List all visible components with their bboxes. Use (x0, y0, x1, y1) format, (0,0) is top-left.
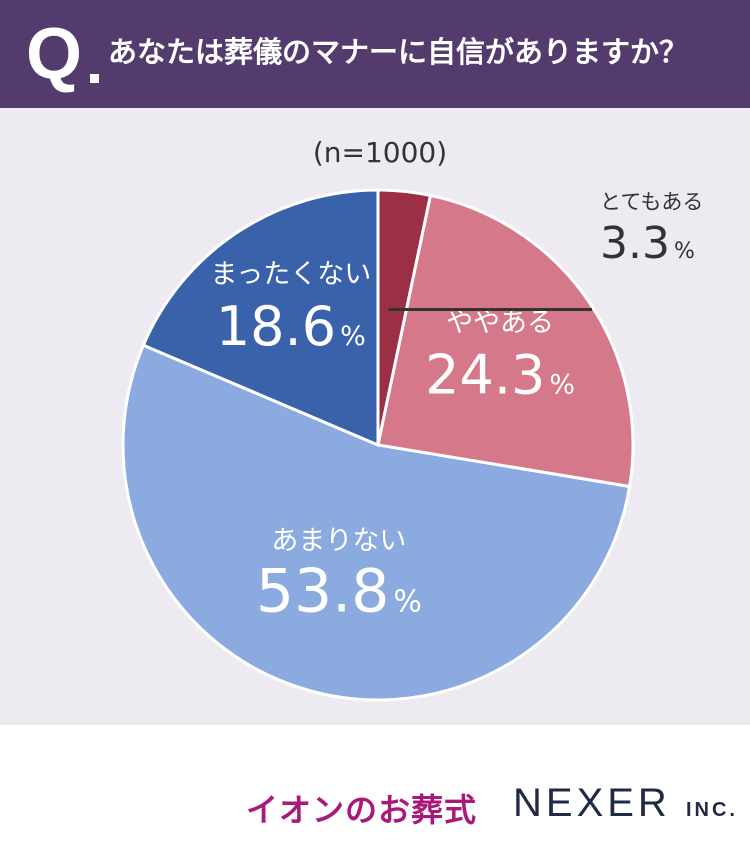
q-mark: Q (26, 14, 82, 94)
label-somewhat-confident-category: ややある (446, 307, 554, 338)
sample-size-label: (n=1000) (313, 136, 447, 169)
q-mark-dot (90, 74, 99, 83)
label-not-very-confident-value: 53.8% (256, 557, 422, 627)
brand-logo-nexer-suffix: INC. (685, 799, 738, 821)
question-header: Q あなたは葬儀のマナーに自信がありますか？ (0, 0, 750, 108)
label-not-very-confident-category: あまりない (271, 526, 406, 557)
label-very-confident-category: とてもある (600, 190, 703, 214)
slice-not-confident (141, 188, 380, 448)
slice-somewhat-confident (376, 193, 635, 489)
label-not-confident-category: まったくない (210, 259, 371, 290)
label-not-confident-value: 18.6% (216, 295, 366, 358)
label-very-confident-value: 3.3% (600, 218, 695, 269)
brand-logo-aeon: イオンのお葬式 (246, 791, 478, 829)
question-text: あなたは葬儀のマナーに自信がありますか？ (108, 35, 689, 69)
label-somewhat-confident-value: 24.3% (425, 343, 575, 406)
chart-area: (n=1000) ややある 24.3% あまりない 53.8% まったくない 18.6% と… (0, 108, 750, 725)
brand-logo-nexer-name: NEXER (513, 781, 671, 825)
slice-not-very-confident (121, 343, 632, 702)
brand-logo-nexer: NEXER INC. (513, 781, 738, 826)
footer: イオンのお葬式 NEXER INC. (0, 725, 750, 855)
